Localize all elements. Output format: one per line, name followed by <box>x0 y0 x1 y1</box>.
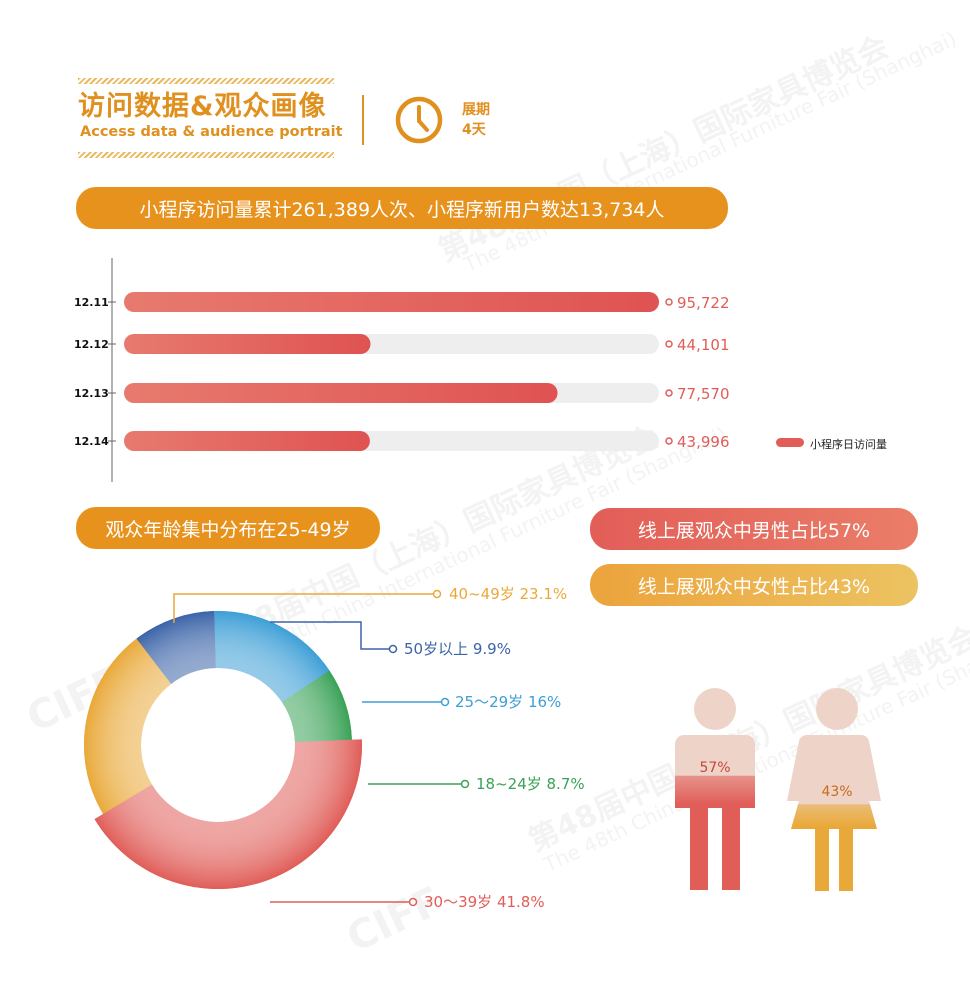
male-figure-icon <box>675 688 755 890</box>
donut-slice-label: 18~24岁 8.7% <box>476 775 585 793</box>
header-divider <box>362 95 364 145</box>
bar-value-marker <box>665 389 673 397</box>
figure-fill <box>675 775 755 890</box>
bar-value-marker <box>665 298 673 306</box>
bar-value-label: 95,722 <box>677 294 730 312</box>
donut-leader-dot <box>388 644 398 654</box>
male-percent-label: 57% <box>699 760 730 776</box>
clock-icon <box>395 96 443 144</box>
female-ratio-banner: 线上展观众中女性占比43% <box>590 564 918 606</box>
page-title: 访问数据&观众画像 <box>78 91 327 122</box>
bar-category-label: 12.14 <box>74 435 109 448</box>
bar-category-label: 12.11 <box>74 296 109 309</box>
bar-value-marker <box>665 437 673 445</box>
donut-leader-dot <box>440 697 450 707</box>
donut-slice-label: 30～39岁 41.8% <box>424 893 545 911</box>
bar <box>124 383 558 403</box>
bar <box>124 292 659 312</box>
male-ratio-banner: 线上展观众中男性占比57% <box>590 508 918 550</box>
bar-category-label: 12.12 <box>74 338 109 351</box>
donut-leader-dot <box>408 897 418 907</box>
donut-leader-dot <box>460 779 470 789</box>
title-stripe-top <box>78 78 334 84</box>
age-banner: 观众年龄集中分布在25-49岁 <box>76 507 380 549</box>
bar-value-marker <box>665 340 673 348</box>
donut-slice-shade <box>282 670 352 742</box>
donut-slice-label: 25～29岁 16% <box>455 693 561 711</box>
page-subtitle: Access data & audience portrait <box>80 124 343 140</box>
donut-leader-line <box>173 593 437 623</box>
bar-value-label: 77,570 <box>677 385 730 403</box>
donut-slice-label: 40~49岁 23.1% <box>449 585 567 603</box>
bar-value-label: 44,101 <box>677 336 730 354</box>
donut-leader-dot <box>432 589 442 599</box>
duration-label: 展期 <box>462 102 490 118</box>
legend-label: 小程序日访问量 <box>810 438 887 451</box>
duration-value: 4天 <box>462 122 486 138</box>
donut-slice-shade <box>94 739 363 890</box>
bar-category-label: 12.13 <box>74 387 109 400</box>
donut-slice-label: 50岁以上 9.9% <box>404 640 511 658</box>
title-stripe-bottom <box>78 152 334 158</box>
legend-swatch <box>776 438 804 447</box>
summary-banner: 小程序访问量累计261,389人次、小程序新用户数达13,734人 <box>76 187 728 229</box>
figure-fill <box>787 804 881 891</box>
donut-leader-line <box>270 621 393 650</box>
donut-slice-shade <box>83 638 172 815</box>
bar-value-label: 43,996 <box>677 433 730 451</box>
female-percent-label: 43% <box>821 784 852 800</box>
donut-slice-shade <box>136 611 216 684</box>
bar <box>124 431 370 451</box>
donut-slice-shade <box>214 611 330 703</box>
bar <box>124 334 371 354</box>
